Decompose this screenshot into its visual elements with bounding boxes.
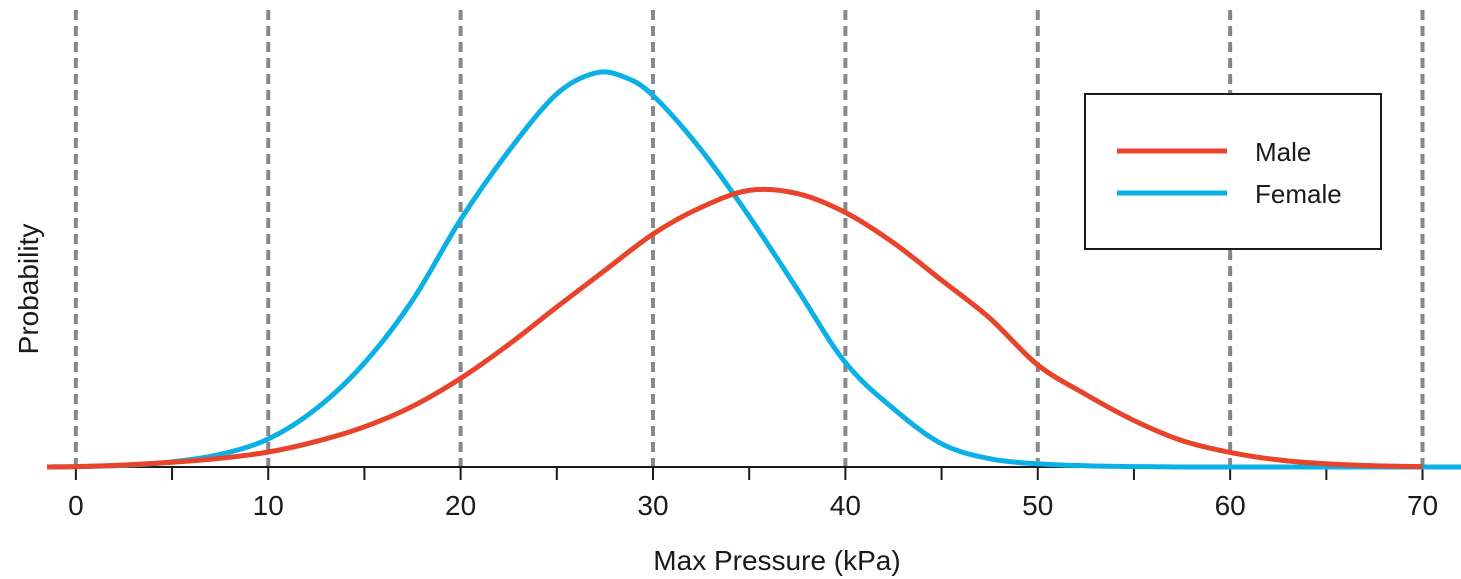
x-tick-label-10: 10 bbox=[253, 490, 284, 521]
x-axis-title: Max Pressure (kPa) bbox=[653, 545, 900, 576]
x-tick-label-50: 50 bbox=[1022, 490, 1053, 521]
series-line-male bbox=[46, 186, 1423, 470]
series-lines bbox=[46, 69, 1461, 470]
legend: Male Female bbox=[1084, 93, 1382, 250]
x-tick-label-70: 70 bbox=[1407, 490, 1438, 521]
x-axis: 0 10 20 30 40 50 60 70 bbox=[47, 466, 1461, 521]
x-tick-label-20: 20 bbox=[445, 490, 476, 521]
x-tick-label-0: 0 bbox=[68, 490, 84, 521]
x-tick-label-30: 30 bbox=[637, 490, 668, 521]
legend-box bbox=[1084, 93, 1382, 250]
x-tick-label-40: 40 bbox=[830, 490, 861, 521]
y-axis-title: Probability bbox=[13, 224, 44, 355]
legend-label-male: Male bbox=[1255, 137, 1311, 167]
x-tick-label-60: 60 bbox=[1215, 490, 1246, 521]
series-line-female bbox=[46, 69, 1461, 470]
legend-label-female: Female bbox=[1255, 179, 1342, 209]
